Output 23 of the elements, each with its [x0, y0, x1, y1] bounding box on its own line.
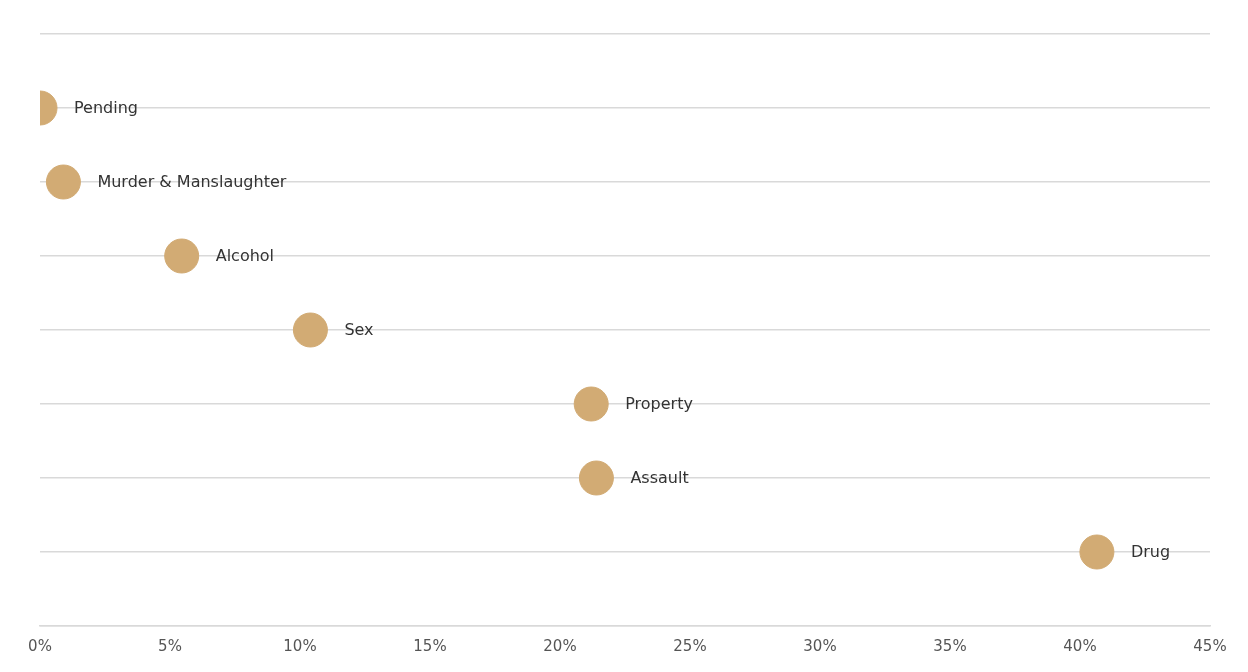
x-tick-label: 25%: [673, 636, 707, 655]
x-tick-label: 15%: [413, 636, 447, 655]
y-tick-label: Murder & Manslaughter: [97, 172, 287, 192]
x-tick-label: 20%: [543, 636, 577, 655]
y-tick-label: Alcohol: [215, 246, 275, 266]
point: [45, 164, 81, 200]
x-tick-label: 45%: [1193, 636, 1227, 655]
x-tick-label: 30%: [803, 636, 837, 655]
y-tick-label: Drug: [1130, 542, 1171, 562]
y-tick-label: Pending: [74, 98, 138, 118]
point: [573, 386, 609, 422]
x-tick-label: 40%: [1063, 636, 1097, 655]
y-tick-label: Property: [625, 394, 693, 414]
point: [1079, 534, 1115, 570]
y-tick-label: Assault: [630, 468, 689, 488]
point: [578, 460, 614, 496]
x-tick-label: 5%: [158, 636, 182, 655]
x-tick-label: 10%: [283, 636, 317, 655]
point: [164, 238, 200, 274]
x-tick-label: 0%: [28, 636, 52, 655]
point: [292, 312, 328, 348]
y-tick-label: Sex: [344, 320, 374, 340]
x-tick-label: 35%: [933, 636, 967, 655]
